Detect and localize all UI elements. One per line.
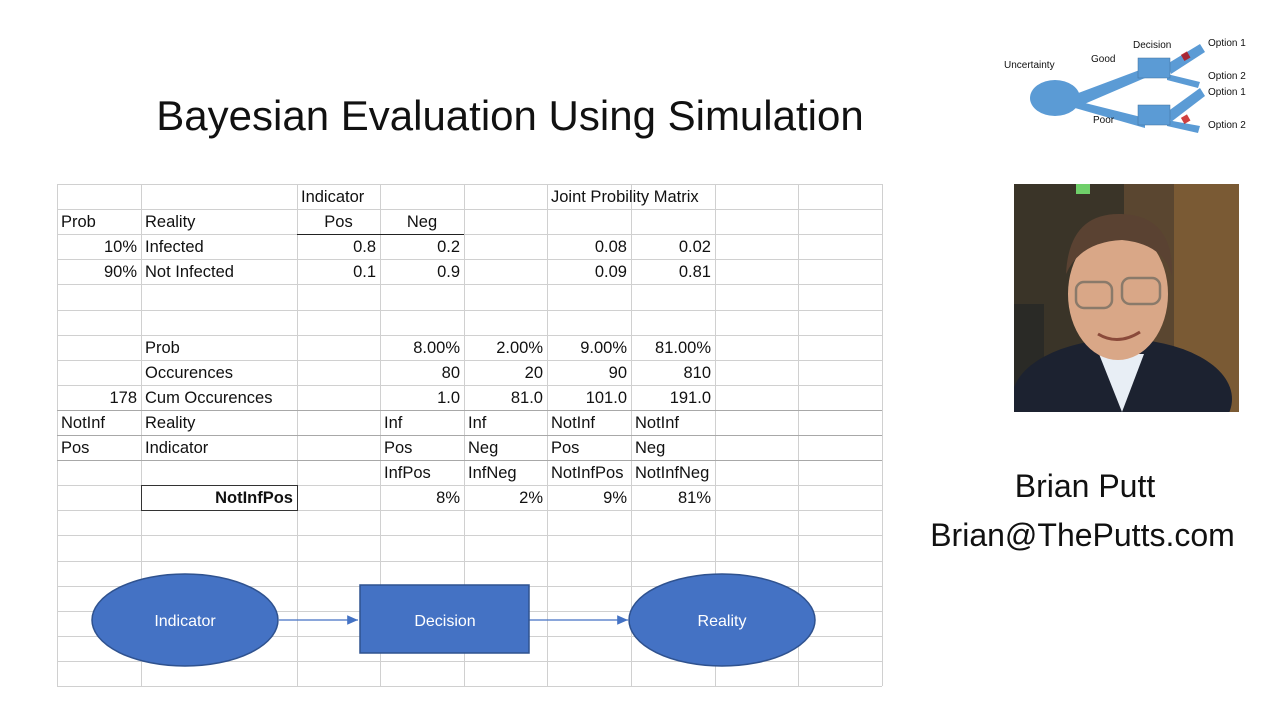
sheet-cell[interactable]: 0.02 [678,238,711,256]
grid-row-line [57,636,882,637]
sheet-cell[interactable]: Inf [468,414,487,432]
sheet-cell[interactable]: 10% [103,238,137,256]
sheet-cell[interactable]: 0.9 [437,263,460,281]
tree-good-label: Good [1091,54,1115,65]
sheet-cell[interactable]: InfPos [384,464,431,482]
grid-row-line [57,535,882,536]
sheet-cell[interactable]: Joint Probility Matrix [551,188,699,206]
grid-row-line [57,435,882,436]
sheet-cell[interactable]: 810 [683,364,711,382]
sheet-cell[interactable]: Pos [61,439,90,457]
grid-row-line [57,259,882,260]
tree-option1-top: Option 1 [1208,38,1246,49]
speaker-name: Brian Putt [1014,468,1156,504]
sheet-cell[interactable]: InfNeg [468,464,517,482]
sheet-cell[interactable]: NotInf [551,414,596,432]
sheet-cell[interactable]: 8.00% [413,339,460,357]
decision-node-bottom [1137,104,1171,126]
grid-row-line [57,360,882,361]
sheet-cell[interactable]: Occurences [145,364,234,382]
sheet-cell[interactable]: NotInf [61,414,106,432]
sheet-cell[interactable]: 0.81 [678,263,711,281]
grid-row-line [57,686,882,687]
tree-decision-label: Decision [1133,40,1171,51]
grid-row-line [57,184,882,185]
sheet-cell[interactable]: 1.0 [437,389,460,407]
sheet-cell[interactable]: 20 [524,364,543,382]
sheet-cell[interactable]: 2.00% [496,339,543,357]
tree-poor-label: Poor [1093,115,1115,126]
sheet-cell[interactable]: 81.0 [510,389,543,407]
tree-option2-bottom: Option 2 [1208,120,1246,131]
grid-row-line [57,561,882,562]
sheet-cell[interactable]: Neg [406,213,438,231]
grid-row-line [57,209,882,210]
grid-row-line [57,385,882,386]
decision-tree-diagram: Uncertainty Good Poor Decision Option 1 … [1004,38,1246,133]
sheet-cell[interactable]: Prob [61,213,96,231]
sheet-cell[interactable]: Prob [145,339,180,357]
grid-row-line [57,310,882,311]
sheet-cell[interactable]: Inf [384,414,403,432]
sheet-cell[interactable]: Infected [145,238,204,256]
grid-row-line [57,335,882,336]
sheet-cell[interactable]: Not Infected [145,263,234,281]
sheet-cell[interactable]: 0.09 [594,263,627,281]
sheet-cell[interactable]: 9% [603,489,627,507]
grid-row-line [57,234,882,235]
sheet-cell[interactable]: Reality [145,213,196,231]
sheet-cell[interactable]: 178 [109,389,137,407]
sheet-cell[interactable]: 0.2 [437,238,460,256]
sheet-cell[interactable]: Neg [468,439,499,457]
grid-row-line [57,410,882,411]
sheet-cell[interactable]: NotInfNeg [635,464,710,482]
sheet-cell[interactable]: Pos [384,439,413,457]
sheet-cell[interactable]: NotInfPos [551,464,624,482]
sheet-cell[interactable]: 90 [608,364,627,382]
grid-row-line [57,460,882,461]
sheet-cell[interactable]: 0.8 [353,238,376,256]
grid-row-line [57,510,882,511]
sheet-cell[interactable]: NotInfPos [215,489,293,507]
sheet-cell[interactable]: 0.1 [353,263,376,281]
sheet-cell[interactable]: Reality [145,414,196,432]
sheet-cell[interactable]: 81.00% [655,339,711,357]
speaker-photo [1014,184,1239,412]
speaker-email: Brian@ThePutts.com [930,517,1235,553]
selected-cell-outline[interactable] [141,485,298,511]
tree-option2-top: Option 2 [1208,71,1246,82]
grid-row-line [57,611,882,612]
uncertainty-node [1030,80,1080,116]
grid-row-line [57,586,882,587]
grid-row-line [57,661,882,662]
sheet-cell[interactable]: 8% [436,489,460,507]
sheet-cell[interactable]: Neg [635,439,666,457]
sheet-cell[interactable]: 81% [677,489,711,507]
sheet-cell[interactable]: 101.0 [585,389,627,407]
sheet-cell[interactable]: Indicator [145,439,209,457]
sheet-cell[interactable]: 0.08 [594,238,627,256]
sheet-cell[interactable]: 90% [103,263,137,281]
sheet-cell[interactable]: Cum Occurences [145,389,273,407]
sheet-cell[interactable]: NotInf [635,414,680,432]
sheet-cell[interactable]: Pos [551,439,580,457]
sheet-cell[interactable]: Pos [324,213,353,231]
grid-row-line [57,284,882,285]
sheet-cell[interactable]: 80 [441,364,460,382]
grid-row-line [57,485,882,486]
header-underline [297,234,464,235]
slide-title: Bayesian Evaluation Using Simulation [156,92,864,139]
spreadsheet: Indicator Joint Probility Matrix Prob Reali… [57,184,883,687]
sheet-cell[interactable]: Indicator [301,188,365,206]
tree-uncertainty-label: Uncertainty [1004,60,1055,71]
decision-node-top [1137,57,1171,79]
sheet-cell[interactable]: 2% [519,489,543,507]
grid-column-line [882,184,883,686]
tree-option1-bottom: Option 1 [1208,87,1246,98]
sheet-cell[interactable]: 9.00% [580,339,627,357]
sheet-cell[interactable]: 191.0 [669,389,711,407]
